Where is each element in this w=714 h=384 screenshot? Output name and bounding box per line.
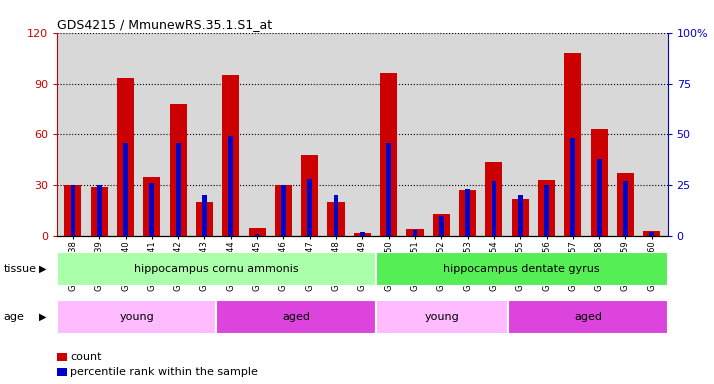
Bar bbox=[512, 199, 529, 236]
Bar bbox=[228, 136, 233, 236]
Bar bbox=[64, 185, 81, 236]
Bar bbox=[281, 185, 286, 236]
Bar bbox=[486, 162, 503, 236]
Text: percentile rank within the sample: percentile rank within the sample bbox=[70, 367, 258, 377]
Bar bbox=[518, 195, 523, 236]
Text: hippocampus dentate gyrus: hippocampus dentate gyrus bbox=[443, 264, 600, 274]
Text: GDS4215 / MmunewRS.35.1.S1_at: GDS4215 / MmunewRS.35.1.S1_at bbox=[57, 18, 272, 31]
Bar bbox=[650, 232, 654, 236]
Bar bbox=[538, 180, 555, 236]
Bar bbox=[360, 232, 365, 236]
Bar bbox=[564, 53, 581, 236]
Bar bbox=[170, 104, 187, 236]
Bar bbox=[413, 230, 418, 236]
Bar bbox=[508, 300, 668, 334]
Bar bbox=[91, 187, 108, 236]
Bar bbox=[222, 75, 239, 236]
Bar bbox=[544, 185, 549, 236]
Bar bbox=[380, 73, 397, 236]
Bar bbox=[439, 216, 443, 236]
Bar bbox=[196, 202, 213, 236]
Text: aged: aged bbox=[574, 312, 602, 322]
Bar bbox=[466, 189, 470, 236]
Bar bbox=[570, 139, 575, 236]
Bar bbox=[301, 155, 318, 236]
Bar bbox=[71, 185, 75, 236]
Text: young: young bbox=[425, 312, 459, 322]
Bar bbox=[406, 229, 423, 236]
Text: hippocampus cornu ammonis: hippocampus cornu ammonis bbox=[134, 264, 298, 274]
Bar bbox=[307, 179, 312, 236]
Bar bbox=[57, 300, 216, 334]
Bar bbox=[328, 202, 345, 236]
Bar bbox=[149, 183, 154, 236]
Bar bbox=[597, 159, 601, 236]
Bar bbox=[144, 177, 161, 236]
Text: age: age bbox=[4, 312, 24, 322]
Bar bbox=[433, 214, 450, 236]
Text: tissue: tissue bbox=[4, 264, 36, 274]
Bar bbox=[333, 195, 338, 236]
Bar bbox=[216, 300, 376, 334]
Bar bbox=[386, 142, 391, 236]
Bar bbox=[124, 142, 128, 236]
Bar bbox=[117, 78, 134, 236]
Bar bbox=[176, 142, 181, 236]
Bar bbox=[202, 195, 207, 236]
Bar bbox=[617, 174, 634, 236]
Bar bbox=[376, 300, 508, 334]
Text: aged: aged bbox=[282, 312, 310, 322]
Bar bbox=[97, 185, 101, 236]
Bar bbox=[491, 181, 496, 236]
Bar bbox=[623, 181, 628, 236]
Text: ▶: ▶ bbox=[39, 312, 47, 322]
Bar bbox=[376, 252, 668, 286]
Bar bbox=[57, 252, 376, 286]
Bar bbox=[590, 129, 608, 236]
Bar bbox=[275, 185, 292, 236]
Bar bbox=[255, 234, 259, 236]
Bar bbox=[643, 231, 660, 236]
Text: young: young bbox=[119, 312, 154, 322]
Text: count: count bbox=[70, 352, 101, 362]
Bar bbox=[248, 228, 266, 236]
Bar bbox=[354, 233, 371, 236]
Text: ▶: ▶ bbox=[39, 264, 47, 274]
Bar bbox=[459, 190, 476, 236]
